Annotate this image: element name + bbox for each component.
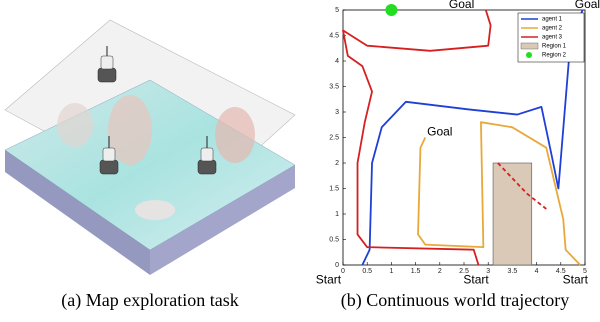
legend-swatch [520, 42, 539, 50]
annotation: Goal [449, 0, 474, 11]
y-tick-label: 2.5 [329, 134, 339, 141]
trajectory [361, 9, 584, 266]
y-tick-label: 4.5 [329, 32, 339, 39]
trajectory [497, 162, 547, 210]
annotation: Start [563, 272, 589, 286]
x-tick-label: 1.5 [411, 268, 421, 275]
x-tick-label: 4.5 [556, 268, 566, 275]
legend-label: Region 1 [542, 44, 567, 50]
annotation: Start [463, 272, 489, 286]
x-tick-label: 2.5 [459, 268, 469, 275]
y-tick-label: 0 [335, 262, 339, 269]
legend-label: agent 1 [542, 17, 563, 23]
y-tick-label: 3.5 [329, 83, 339, 90]
y-tick-label: 1.5 [329, 185, 339, 192]
caption: (b) Continuous world trajectory [341, 290, 569, 311]
y-tick-label: 2 [335, 160, 339, 167]
legend-label: agent 3 [542, 35, 563, 41]
region-marker [385, 4, 398, 16]
trajectory [417, 121, 581, 266]
x-tick-label: 4 [535, 268, 539, 275]
annotation: Goal [575, 0, 600, 11]
y-tick-label: 0.5 [329, 236, 339, 243]
map-render [4, 19, 296, 275]
x-tick-label: 0 [341, 268, 345, 275]
x-tick-label: 2 [438, 268, 442, 275]
x-tick-label: 5 [583, 268, 587, 275]
trajectory [342, 9, 492, 266]
legend-swatch [526, 52, 532, 58]
y-tick-label: 3 [335, 109, 339, 116]
caption: (a) Map exploration task [61, 290, 238, 311]
x-tick-label: 0.5 [362, 268, 372, 275]
legend-label: agent 2 [542, 26, 563, 32]
y-tick-label: 5 [335, 7, 339, 14]
x-tick-label: 3 [486, 268, 490, 275]
y-tick-label: 4 [335, 58, 339, 65]
annotation: Start [316, 272, 342, 286]
x-tick-label: 3.5 [508, 268, 518, 275]
annotation: Goal [427, 125, 452, 139]
legend-label: Region 2 [542, 53, 567, 59]
region [492, 162, 533, 266]
x-tick-label: 1 [389, 268, 393, 275]
y-tick-label: 1 [335, 211, 339, 218]
